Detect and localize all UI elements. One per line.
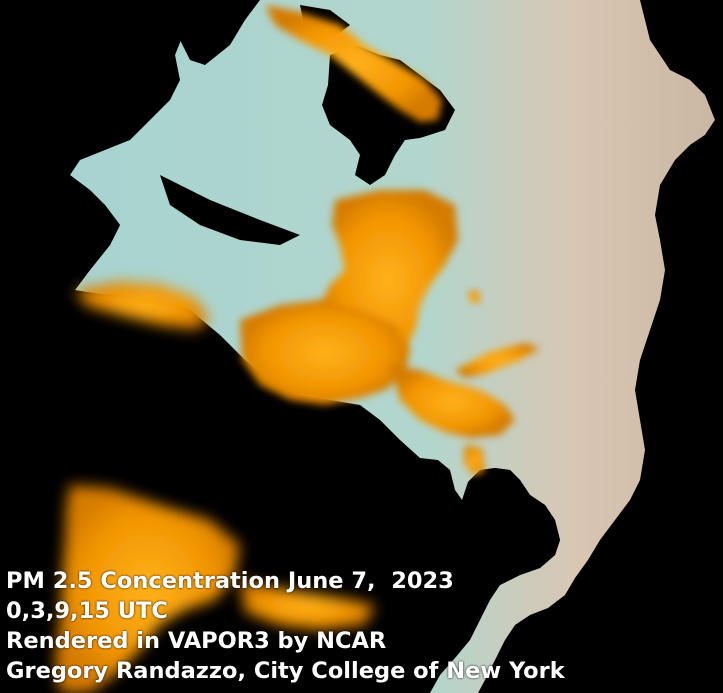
smoke-plume-plains [75,282,210,330]
smoke-plume-lakes [390,365,515,438]
western-inlet [160,175,300,245]
arctic-channel [175,0,260,65]
caption-renderer: Rendered in VAPOR3 by NCAR [6,628,387,654]
smoke-plumes [55,5,540,693]
smoke-streak-east [455,343,540,378]
caption: PM 2.5 Concentration June 7, 2023 0,3,9,… [6,566,721,686]
gulf-of-mexico [462,468,560,585]
caption-title: PM 2.5 Concentration June 7, 2023 [6,568,454,594]
smoke-blob-small [464,445,485,476]
smoke-plume-south [55,485,240,693]
caption-times: 0,3,9,15 UTC [6,598,168,624]
gulf-of-st-lawrence [688,120,723,200]
pacific-coast [40,175,120,290]
smoke-plume-midwest [240,300,410,405]
caption-author: Gregory Randazzo, City College of New Yo… [6,658,565,684]
smoke-plume-southeast [240,580,375,630]
smoke-dot [468,290,481,304]
smoke-plume-hudson [265,5,442,122]
